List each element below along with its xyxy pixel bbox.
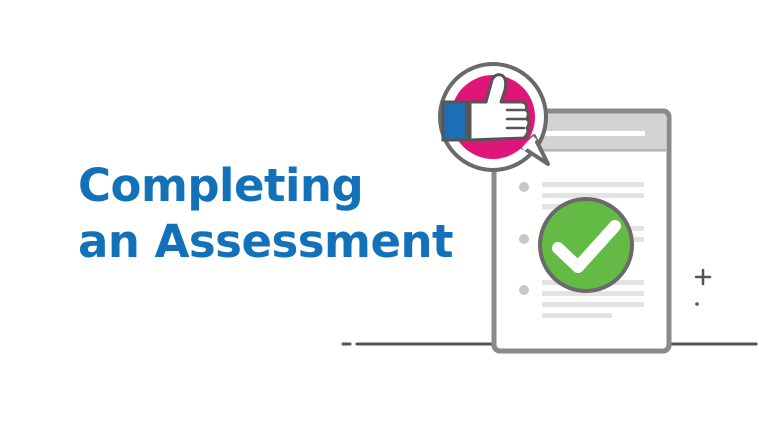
checkmark-badge-icon — [538, 197, 634, 293]
title-line-2: an Assessment — [78, 215, 454, 268]
thumbs-up-badge-icon — [438, 62, 550, 172]
plus-sparkle-icon — [694, 268, 712, 306]
title-line-1: Completing — [78, 159, 364, 212]
page-title: Completing an Assessment — [78, 158, 454, 270]
document-icon — [491, 108, 672, 354]
document-bullets — [519, 182, 529, 295]
